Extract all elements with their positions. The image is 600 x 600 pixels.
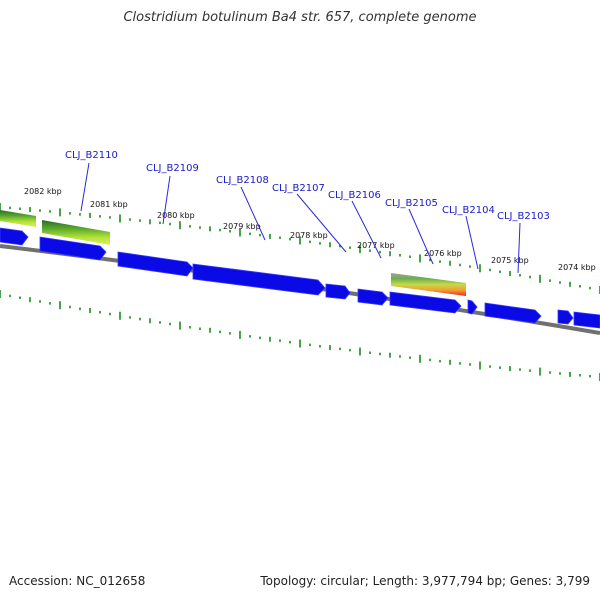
kbp-label-2081: 2081 kbp: [90, 200, 128, 209]
gene-arrow-right-1: [557, 309, 574, 325]
map-title: Clostridium botulinum Ba4 str. 657, comp…: [123, 10, 477, 25]
kbp-label-2078: 2078 kbp: [290, 231, 328, 240]
gene-arrow-b2103: [484, 302, 542, 324]
gene-label-leaders: [80, 162, 521, 274]
gene-leader-b2103: [517, 222, 521, 274]
gene-label-b2108: CLJ_B2108: [216, 175, 269, 186]
homology-band-b2110: [42, 220, 110, 245]
gene-leader-b2105: [408, 208, 434, 265]
tick-row-lower: [0, 290, 600, 381]
gene-label-b2106: CLJ_B2106: [328, 190, 381, 201]
gene-leader-b2108: [240, 186, 266, 241]
kbp-label-2082: 2082 kbp: [24, 187, 62, 196]
gene-label-b2104: CLJ_B2104: [442, 205, 495, 216]
gene-arrow-b2107: [325, 283, 351, 300]
gene-leader-b2104: [465, 215, 479, 270]
kbp-label-2074: 2074 kbp: [558, 263, 596, 272]
gene-leader-b2107: [296, 193, 347, 253]
gene-arrows: [0, 227, 600, 329]
gene-leader-b2110: [80, 162, 90, 212]
gene-arrow-right-2: [573, 311, 600, 329]
kbp-label-2075: 2075 kbp: [491, 256, 529, 265]
homology-band-b2105: [391, 273, 466, 296]
kbp-labels: 2082 kbp 2081 kbp 2080 kbp 2079 kbp 2078…: [24, 187, 596, 272]
homology-band-left: [0, 210, 36, 227]
gene-arrow-b2106: [357, 288, 389, 306]
gene-label-b2110: CLJ_B2110: [65, 150, 118, 161]
gene-leader-b2106: [351, 200, 382, 259]
gene-label-b2103: CLJ_B2103: [497, 211, 550, 222]
gene-label-b2109: CLJ_B2109: [146, 163, 199, 174]
kbp-label-2080: 2080 kbp: [157, 211, 195, 220]
footer-accession: Accession: NC_012658: [9, 574, 146, 588]
gene-arrow-b2110: [39, 236, 107, 261]
gene-arrow-left: [0, 227, 29, 246]
gene-arrow-b2104: [467, 299, 478, 315]
homology-bands: [0, 210, 466, 296]
gene-label-b2105: CLJ_B2105: [385, 198, 438, 209]
tick-row-upper: [0, 203, 600, 294]
gene-arrow-b2108: [192, 263, 326, 296]
gene-leader-b2109: [162, 175, 171, 225]
gene-arrow-b2109: [117, 251, 194, 277]
kbp-label-2079: 2079 kbp: [223, 222, 261, 231]
tick-rows: [0, 203, 600, 381]
kbp-label-2076: 2076 kbp: [424, 249, 462, 258]
gene-arrow-b2105: [389, 291, 462, 314]
kbp-label-2077: 2077 kbp: [357, 241, 395, 250]
footer-stats: Topology: circular; Length: 3,977,794 bp…: [260, 574, 590, 588]
gene-labels: CLJ_B2110 CLJ_B2109 CLJ_B2108 CLJ_B2107 …: [65, 150, 550, 222]
gene-label-b2107: CLJ_B2107: [272, 183, 325, 194]
